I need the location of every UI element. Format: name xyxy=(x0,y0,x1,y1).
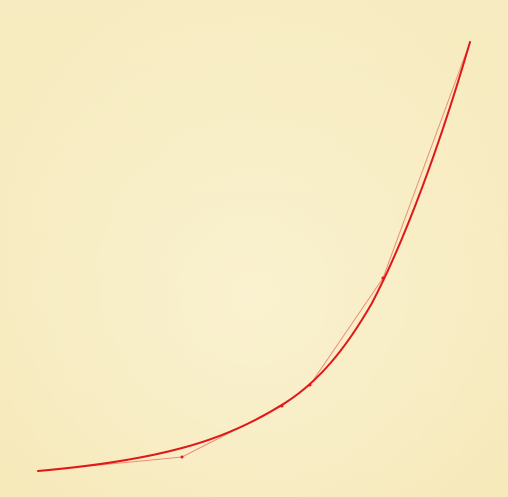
bezier-curve xyxy=(37,41,471,472)
control-point[interactable] xyxy=(280,404,284,408)
control-point[interactable] xyxy=(381,276,385,280)
control-point[interactable] xyxy=(180,455,184,459)
control-point[interactable] xyxy=(308,383,312,387)
